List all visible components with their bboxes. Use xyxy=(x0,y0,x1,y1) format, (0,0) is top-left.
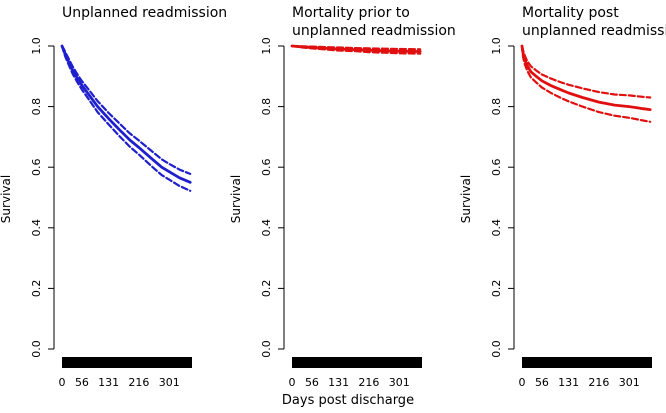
chart-title-line: Mortality prior to xyxy=(292,5,410,21)
series-line-lower-95-ci xyxy=(520,44,652,123)
x-axis-rug-bar xyxy=(292,357,422,368)
series-line-estimate xyxy=(520,44,652,111)
y-tick-label: 0.8 xyxy=(490,98,503,116)
x-tick-label: 131 xyxy=(558,376,579,389)
x-axis-rug-bar xyxy=(62,357,192,368)
y-tick-label: 0.4 xyxy=(30,219,43,237)
y-tick-label: 0.0 xyxy=(260,340,273,358)
y-tick-label: 0.8 xyxy=(260,98,273,116)
chart-title-line: unplanned readmission xyxy=(522,23,666,39)
series-line-lower-95-ci xyxy=(60,44,192,192)
y-tick-label: 0.2 xyxy=(490,280,503,298)
y-tick-label: 0.2 xyxy=(260,280,273,298)
y-tick-label: 1.0 xyxy=(260,37,273,55)
x-tick-label: 216 xyxy=(358,376,379,389)
x-tick-label: 301 xyxy=(159,376,180,389)
x-tick-label: 56 xyxy=(535,376,549,389)
chart-title-line: Mortality post xyxy=(522,5,619,21)
x-tick-label: 0 xyxy=(59,376,66,389)
y-tick-label: 0.4 xyxy=(260,219,273,237)
x-tick-label: 0 xyxy=(519,376,526,389)
y-tick-label: 0.0 xyxy=(490,340,503,358)
x-tick-label: 301 xyxy=(389,376,410,389)
series-line-upper-95-ci xyxy=(290,44,422,51)
y-tick-label: 0.6 xyxy=(490,158,503,176)
x-tick-label: 131 xyxy=(98,376,119,389)
series-line-upper-95-ci xyxy=(520,44,652,99)
shared-x-axis-label: Days post discharge xyxy=(282,393,414,408)
y-tick-label: 0.2 xyxy=(30,280,43,298)
series-line-estimate xyxy=(60,44,192,184)
y-tick-label: 0.8 xyxy=(30,98,43,116)
chart-title-line: unplanned readmission xyxy=(292,23,456,39)
y-tick-label: 0.6 xyxy=(30,158,43,176)
x-tick-label: 56 xyxy=(75,376,89,389)
y-axis-label: Survival xyxy=(229,175,243,223)
series-line-upper-95-ci xyxy=(60,44,192,175)
x-tick-label: 216 xyxy=(588,376,609,389)
y-tick-label: 1.0 xyxy=(490,37,503,55)
chart-panel-1: Unplanned readmission 0.0 0.2 0.4 0.6 0.8 1.0 S… xyxy=(0,5,227,389)
y-axis-label: Survival xyxy=(0,175,13,223)
x-axis-rug-bar xyxy=(522,357,652,368)
series-line-lower-95-ci xyxy=(290,44,422,55)
y-tick-label: 1.0 xyxy=(30,37,43,55)
x-tick-label: 0 xyxy=(289,376,296,389)
y-tick-label: 0.6 xyxy=(260,158,273,176)
y-tick-label: 0.0 xyxy=(30,340,43,358)
x-tick-label: 56 xyxy=(305,376,319,389)
x-tick-label: 301 xyxy=(619,376,640,389)
y-axis-label: Survival xyxy=(459,175,473,223)
x-tick-label: 131 xyxy=(328,376,349,389)
chart-panel-3: Mortality post unplanned readmission 0.0 0.… xyxy=(459,5,666,389)
x-tick-label: 216 xyxy=(128,376,149,389)
chart-panel-2: Mortality prior to unplanned readmission 0… xyxy=(229,5,456,389)
chart-title-line: Unplanned readmission xyxy=(62,5,227,21)
y-tick-label: 0.4 xyxy=(490,219,503,237)
